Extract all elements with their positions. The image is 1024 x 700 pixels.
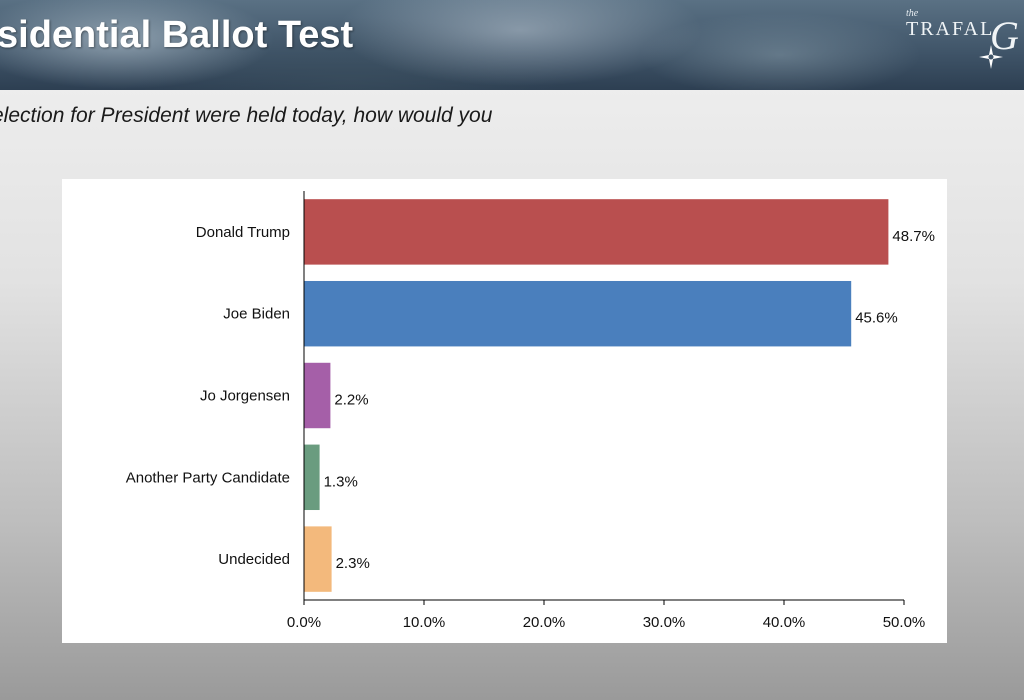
bar [304, 444, 320, 511]
category-label: Donald Trump [196, 224, 290, 241]
category-label: Undecided [218, 551, 290, 568]
bar [304, 280, 852, 347]
chart-card: Donald Trump 48.7% Joe Biden 45.6% Jo Jorgen… [62, 179, 947, 643]
x-tick-label: 10.0% [403, 614, 446, 631]
x-tick-label: 40.0% [763, 614, 806, 631]
compass-star-icon [979, 45, 1003, 69]
x-tick-label: 30.0% [643, 614, 686, 631]
bar [304, 526, 332, 592]
trafalgar-logo: the TRAFAL G [902, 6, 1024, 76]
x-tick-label: 50.0% [883, 614, 926, 631]
category-label: Jo Jorgensen [200, 388, 290, 405]
x-tick-label: 20.0% [523, 614, 566, 631]
data-label: 1.3% [324, 473, 358, 490]
question-text: election for President were held today, … [0, 104, 493, 127]
data-label: 48.7% [892, 228, 935, 245]
x-tick-label: 0.0% [287, 614, 321, 631]
data-label: 2.3% [336, 555, 370, 572]
logo-small-text: the [906, 8, 919, 19]
page-title: sidential Ballot Test [0, 14, 354, 56]
bar [304, 362, 331, 429]
data-label: 45.6% [855, 310, 898, 327]
bar [304, 199, 889, 265]
category-label: Another Party Candidate [126, 469, 290, 486]
logo-mark: G [990, 13, 1019, 58]
data-label: 2.2% [334, 392, 368, 409]
category-label: Joe Biden [223, 306, 290, 323]
header-banner: sidential Ballot Test the TRAFAL G [0, 0, 1024, 90]
logo-wordmark: TRAFAL [906, 18, 995, 40]
ballot-bar-chart: Donald Trump 48.7% Joe Biden 45.6% Jo Jorgen… [126, 191, 935, 631]
